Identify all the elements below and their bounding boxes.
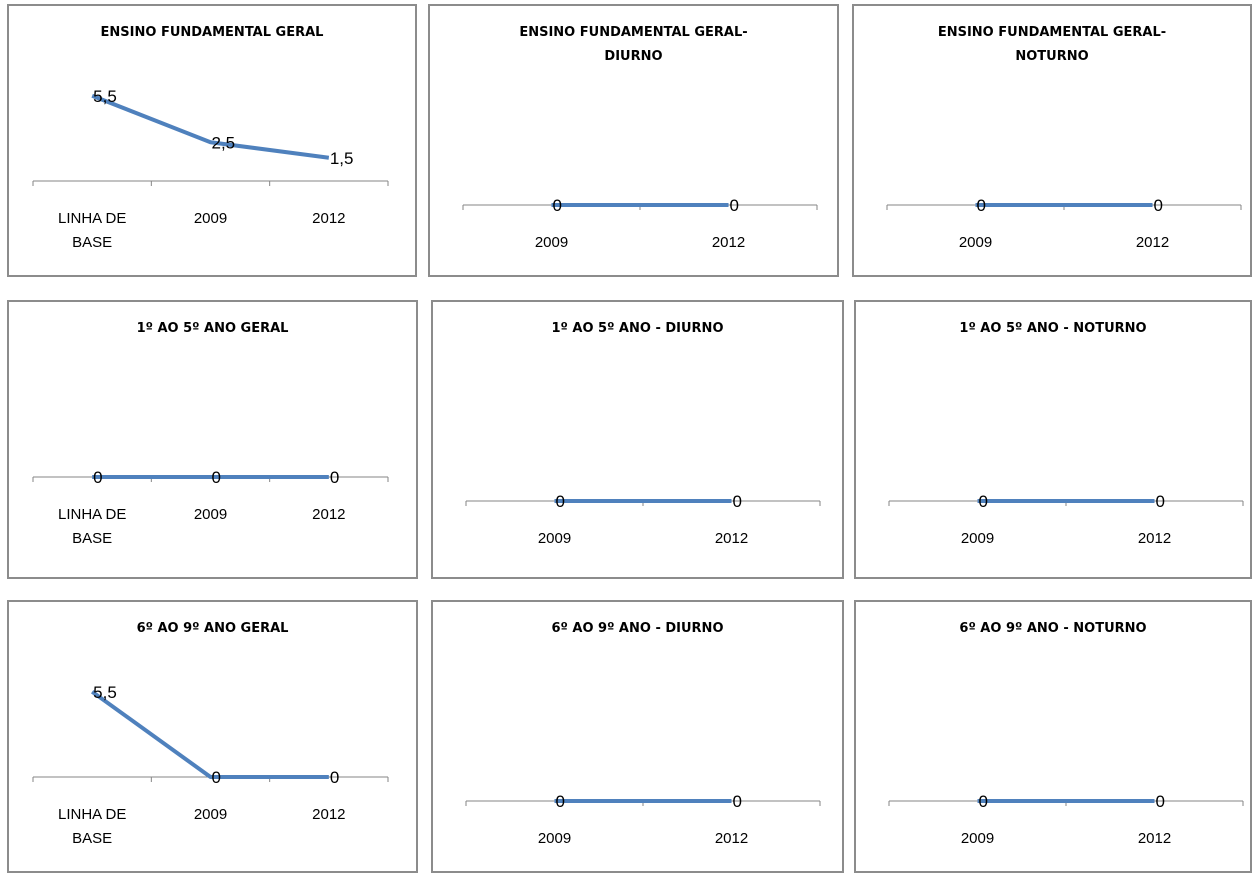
chart-svg: ENSINO FUNDAMENTAL GERAL- NOTURNO 0 0 2009 20… <box>886 25 1242 251</box>
data-label: 0 <box>330 768 339 787</box>
chart-panel: 1º AO 5º ANO GERAL 0 0 0 LINHA DE BASE 2009 201… <box>7 300 418 579</box>
chart-panel: 6º AO 9º ANO GERAL 5,5 0 0 LINHA DE BASE 2009 2… <box>7 600 418 873</box>
x-tick-label: 2012 <box>1136 234 1169 251</box>
data-label: 0 <box>93 468 102 487</box>
x-tick-label: 2012 <box>712 234 745 251</box>
x-tick-label: 2012 <box>1138 530 1171 547</box>
chart-title: ENSINO FUNDAMENTAL GERAL <box>101 25 324 40</box>
data-label: 0 <box>556 792 565 811</box>
data-label: 0 <box>733 492 742 511</box>
chart-svg: 1º AO 5º ANO - DIURNO 0 0 2009 2012 <box>465 321 821 547</box>
chart-title: 1º AO 5º ANO - DIURNO <box>551 321 723 336</box>
x-tick-label: 2009 <box>959 234 992 251</box>
x-tick-label: 2012 <box>715 830 748 847</box>
data-label: 5,5 <box>93 87 117 106</box>
chart-panel: ENSINO FUNDAMENTAL GERAL 5,5 2,5 1,5 LINHA D… <box>7 4 417 277</box>
x-tick-label: 2009 <box>961 530 994 547</box>
chart-title: 6º AO 9º ANO GERAL <box>137 621 289 636</box>
chart-title: ENSINO FUNDAMENTAL GERAL- <box>519 25 747 40</box>
x-tick-label: BASE <box>72 234 112 251</box>
x-tick-label: 2009 <box>538 530 571 547</box>
chart-panel: 6º AO 9º ANO - DIURNO 0 0 2009 2012 <box>431 600 844 873</box>
chart-title: 1º AO 5º ANO - NOTURNO <box>959 321 1146 336</box>
chart-title: NOTURNO <box>1015 49 1088 64</box>
chart-panel: 1º AO 5º ANO - DIURNO 0 0 2009 2012 <box>431 300 844 579</box>
x-tick-label: 2009 <box>194 806 227 823</box>
chart-svg: ENSINO FUNDAMENTAL GERAL- DIURNO 0 0 2009 201… <box>462 25 818 251</box>
data-label: 1,5 <box>330 149 354 168</box>
x-tick-label: BASE <box>72 530 112 547</box>
series-line <box>91 93 330 160</box>
x-tick-label: 2009 <box>535 234 568 251</box>
data-label: 0 <box>979 492 988 511</box>
chart-title: ENSINO FUNDAMENTAL GERAL- <box>938 25 1166 40</box>
data-label: 0 <box>979 792 988 811</box>
data-label: 0 <box>212 768 221 787</box>
x-tick-label: LINHA DE <box>58 506 126 523</box>
chart-title: 6º AO 9º ANO - DIURNO <box>551 621 723 636</box>
chart-panel: 6º AO 9º ANO - NOTURNO 0 0 2009 2012 <box>854 600 1252 873</box>
x-tick-label: 2012 <box>1138 830 1171 847</box>
chart-title: DIURNO <box>604 49 662 64</box>
data-label: 0 <box>1156 792 1165 811</box>
x-tick-label: 2012 <box>312 806 345 823</box>
x-tick-label: 2012 <box>715 530 748 547</box>
x-tick-label: 2012 <box>312 210 345 227</box>
chart-svg: ENSINO FUNDAMENTAL GERAL 5,5 2,5 1,5 LINHA D… <box>32 25 389 251</box>
data-label: 0 <box>556 492 565 511</box>
data-label: 0 <box>1156 492 1165 511</box>
data-label: 0 <box>330 468 339 487</box>
chart-svg: 1º AO 5º ANO GERAL 0 0 0 LINHA DE BASE 2009 201… <box>32 321 389 547</box>
data-label: 0 <box>977 196 986 215</box>
x-tick-label: BASE <box>72 830 112 847</box>
data-label: 0 <box>212 468 221 487</box>
chart-title: 1º AO 5º ANO GERAL <box>137 321 289 336</box>
chart-panel: ENSINO FUNDAMENTAL GERAL- DIURNO 0 0 2009 201… <box>428 4 839 277</box>
x-tick-label: 2009 <box>194 210 227 227</box>
chart-svg: 1º AO 5º ANO - NOTURNO 0 0 2009 2012 <box>888 321 1244 547</box>
x-tick-label: 2009 <box>961 830 994 847</box>
data-label: 0 <box>1154 196 1163 215</box>
data-label: 0 <box>730 196 739 215</box>
data-label: 0 <box>553 196 562 215</box>
x-tick-label: 2009 <box>194 506 227 523</box>
x-tick-label: 2012 <box>312 506 345 523</box>
chart-panel: ENSINO FUNDAMENTAL GERAL- NOTURNO 0 0 2009 20… <box>852 4 1252 277</box>
x-tick-label: LINHA DE <box>58 210 126 227</box>
data-label: 2,5 <box>212 133 236 152</box>
series-line <box>90 690 329 779</box>
chart-panel: 1º AO 5º ANO - NOTURNO 0 0 2009 2012 <box>854 300 1252 579</box>
chart-svg: 6º AO 9º ANO GERAL 5,5 0 0 LINHA DE BASE 2009 2… <box>32 621 389 847</box>
x-tick-label: LINHA DE <box>58 806 126 823</box>
chart-title: 6º AO 9º ANO - NOTURNO <box>959 621 1146 636</box>
chart-svg: 6º AO 9º ANO - NOTURNO 0 0 2009 2012 <box>888 621 1244 847</box>
chart-svg: 6º AO 9º ANO - DIURNO 0 0 2009 2012 <box>465 621 821 847</box>
data-label: 5,5 <box>93 683 117 702</box>
data-label: 0 <box>733 792 742 811</box>
x-tick-label: 2009 <box>538 830 571 847</box>
